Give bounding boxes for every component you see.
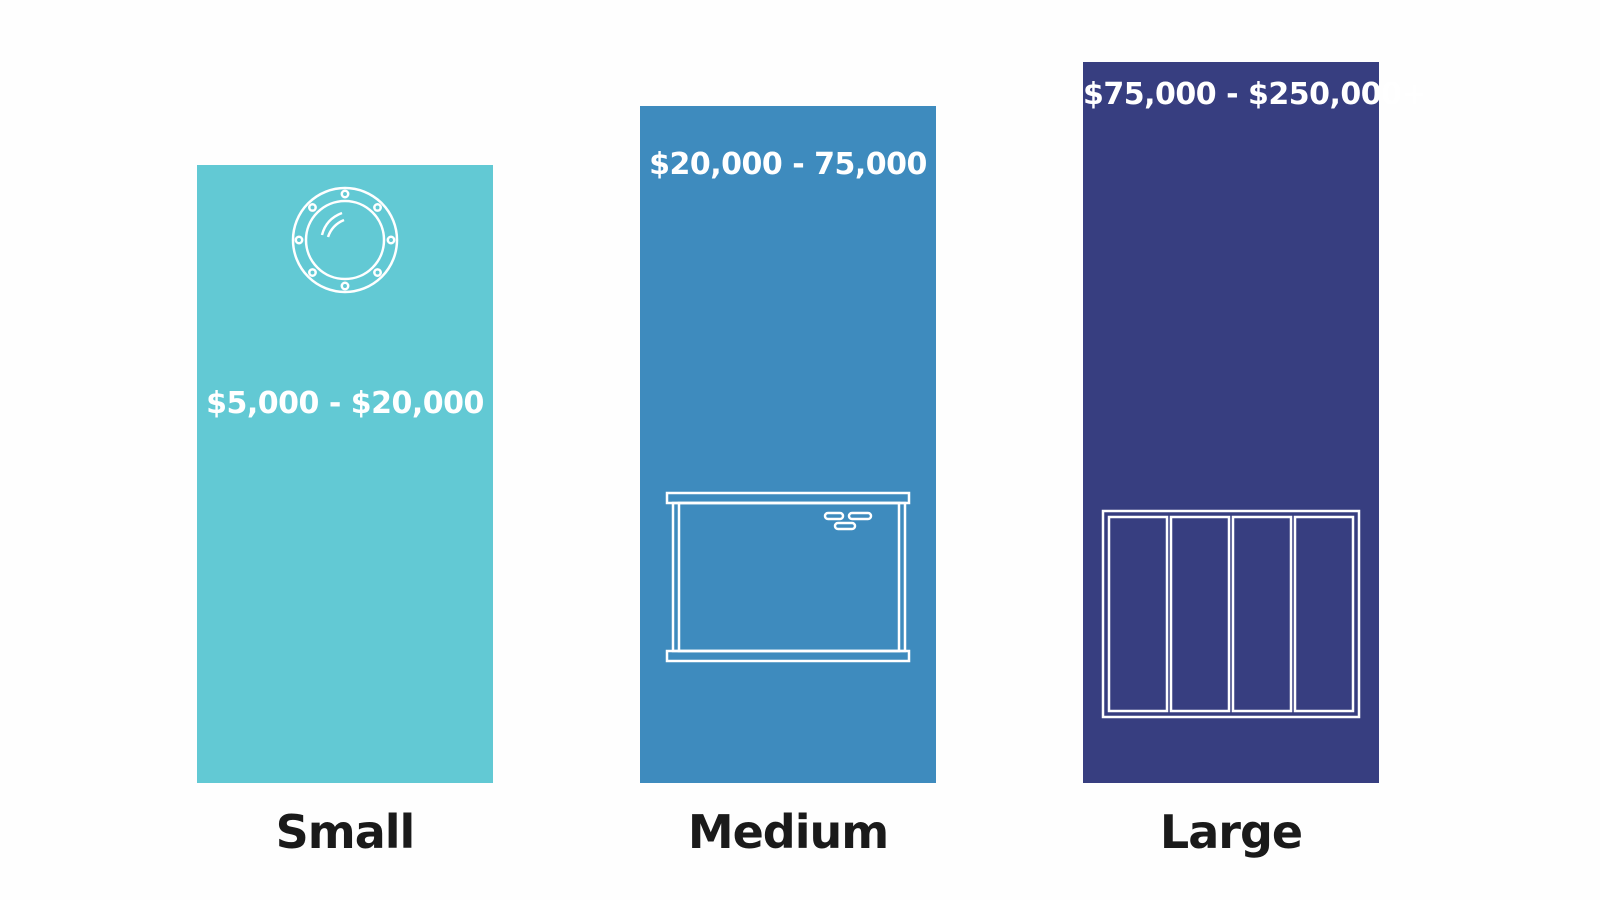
bar-value-label-small: $5,000 - $20,000 [206, 386, 484, 421]
bar-value-label-large: $75,000 - $250,000+ [1083, 77, 1427, 112]
category-label-medium: Medium [687, 805, 889, 859]
aquarium-tank-window-icon [665, 491, 911, 663]
bar-small: $5,000 - $20,000 [197, 165, 493, 783]
panoramic-panel-window-icon [1101, 509, 1361, 719]
category-label-small: Small [275, 805, 416, 859]
bar-medium: $20,000 - 75,000 [640, 106, 936, 783]
bar-large: $75,000 - $250,000+ [1083, 62, 1427, 783]
category-label-large: Large [1159, 805, 1303, 859]
porthole-window-icon [290, 185, 400, 295]
bar-value-label-medium: $20,000 - 75,000 [649, 147, 927, 182]
